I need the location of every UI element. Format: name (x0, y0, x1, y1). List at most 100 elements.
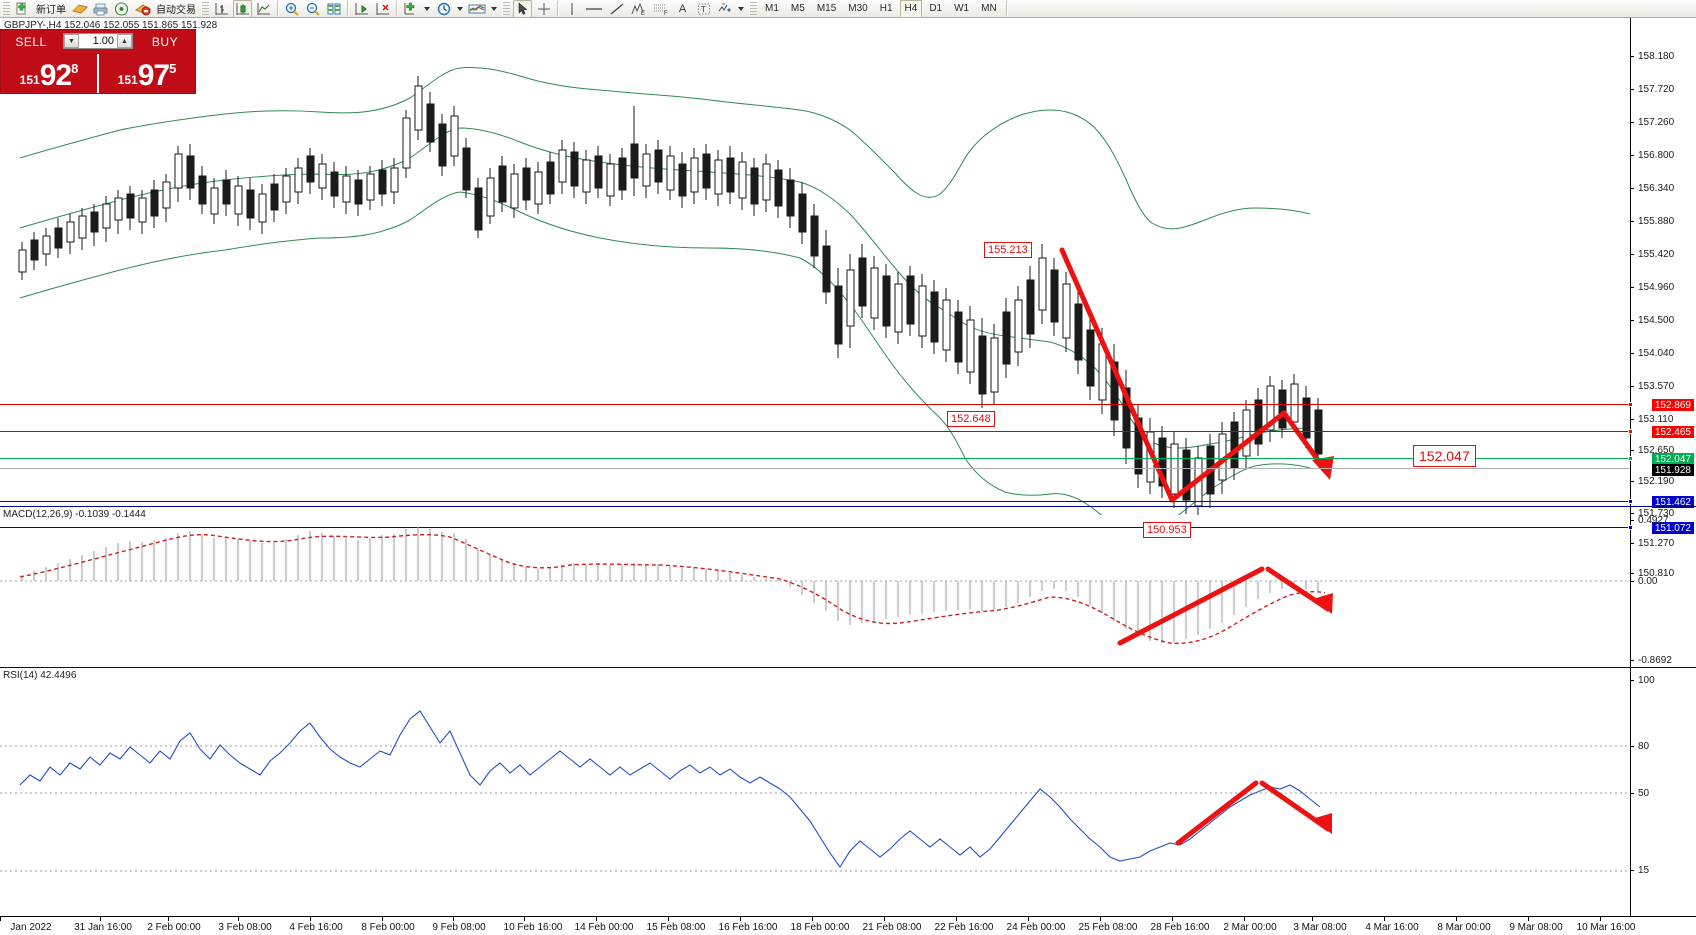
resistance-line-152869 (0, 404, 1630, 405)
timeframe-h4[interactable]: H4 (899, 0, 923, 18)
timeframe-m30[interactable]: M30 (848, 3, 868, 14)
toolbar-separator-2 (347, 1, 348, 16)
price-tick: 153.110 (1630, 414, 1696, 425)
price-marker-151072[interactable]: 151.072 (1651, 522, 1694, 534)
period-icon[interactable] (434, 0, 453, 18)
textlabel-icon[interactable]: T (694, 0, 713, 18)
price-marker-152047[interactable]: 152.047 (1651, 453, 1694, 465)
timeframe-m15[interactable]: M15 (816, 3, 837, 14)
sell-button[interactable]: SELL (15, 35, 47, 49)
price-axis-line (1630, 18, 1631, 917)
sell-price[interactable]: 151 92 8 (1, 54, 97, 93)
autotrade-icon[interactable] (133, 0, 152, 18)
zoom-in-icon[interactable] (282, 0, 301, 18)
svg-text:F: F (664, 11, 668, 16)
time-tick: 3 Mar 08:00 (1293, 922, 1347, 933)
macd-pane[interactable] (0, 511, 1630, 660)
annotation-152047-callout[interactable]: 152.047 (1413, 445, 1476, 467)
hline-icon[interactable] (583, 0, 605, 18)
new-order-label[interactable]: 新订单 (36, 5, 66, 16)
one-click-trading-panel[interactable]: SELL ▼ 1.00 ▲ BUY 151 92 8 151 97 5 (0, 29, 196, 94)
sell-price-big: 92 (39, 59, 72, 92)
buy-price-big: 97 (137, 59, 170, 92)
price-tick: 154.960 (1630, 282, 1696, 293)
template-dropdown-icon[interactable] (491, 6, 497, 11)
buy-price-int: 151 (117, 73, 138, 87)
rsi-pane[interactable] (0, 671, 1630, 916)
price-tick: 156.340 (1630, 183, 1696, 194)
rsi-tick-50: 50 (1630, 788, 1696, 799)
candle-chart-icon[interactable] (233, 0, 252, 18)
price-marker-152869[interactable]: 152.869 (1651, 399, 1694, 411)
timeframe-m1[interactable]: M1 (765, 3, 779, 14)
fibo-icon[interactable]: F (651, 0, 671, 18)
toolbar-grip-4[interactable] (749, 1, 757, 16)
svg-text:T: T (701, 5, 706, 14)
svg-text:E: E (641, 11, 645, 16)
toolbar-grip-2[interactable] (201, 1, 209, 16)
trendline-icon[interactable] (607, 0, 627, 18)
annotation-152648[interactable]: 152.648 (947, 411, 995, 427)
bollinger-upper (19, 67, 1311, 230)
cursor-icon[interactable] (513, 0, 532, 18)
bar-chart-icon[interactable] (212, 0, 231, 18)
indicator-add-icon[interactable] (401, 0, 420, 18)
autotrade-label[interactable]: 自动交易 (156, 5, 196, 16)
toolbar-grip-3[interactable] (502, 1, 510, 16)
price-marker-152465[interactable]: 152.465 (1651, 426, 1694, 438)
price-pane[interactable] (0, 18, 1630, 515)
timeframe-h1[interactable]: H1 (879, 3, 893, 14)
ask-line-152047 (0, 458, 1630, 459)
shift-icon[interactable] (352, 0, 371, 18)
volume-stepper[interactable]: ▼ 1.00 ▲ (63, 33, 133, 49)
timeframe-mn[interactable]: MN (981, 3, 997, 14)
price-tick: 150.810 (1630, 568, 1696, 579)
price-marker-151928[interactable]: 151.928 (1651, 464, 1694, 476)
timeframe-m5[interactable]: M5 (790, 3, 805, 14)
buy-price[interactable]: 151 97 5 (97, 54, 195, 93)
macd-analysis-arrows (1117, 566, 1331, 646)
marker-anchor-152465 (1628, 429, 1633, 434)
elliott-icon[interactable]: E (629, 0, 649, 18)
line-chart-icon[interactable] (254, 0, 273, 18)
new-order-icon[interactable] (13, 0, 32, 18)
rsi-tick-80: 80 (1630, 741, 1696, 752)
price-tick: 151.730 (1630, 508, 1696, 519)
rsi-header: RSI(14) 42.4496 (3, 670, 77, 681)
objects-icon[interactable] (715, 0, 734, 18)
time-axis[interactable]: Jan 2022 31 Jan 16:00 2 Feb 00:00 3 Feb … (0, 916, 1696, 935)
grid-icon[interactable] (324, 0, 343, 18)
objects-dropdown-icon[interactable] (738, 6, 744, 11)
text-icon[interactable]: A (678, 2, 687, 15)
crosshair-icon[interactable] (534, 0, 553, 18)
indicator-dropdown-icon[interactable] (424, 6, 430, 11)
book-icon[interactable] (70, 0, 89, 18)
macd-tick-zero: 0.00 (1630, 576, 1696, 587)
signal-icon[interactable] (112, 0, 131, 18)
template-icon[interactable] (467, 0, 487, 18)
autoscroll-icon[interactable] (373, 0, 392, 18)
price-marker-151462[interactable]: 151.462 (1651, 496, 1694, 508)
price-axis[interactable]: 158.180 157.720 157.260 156.800 156.340 … (1630, 18, 1696, 935)
macd-arrow-head (1313, 593, 1333, 614)
annotation-155213[interactable]: 155.213 (984, 242, 1032, 258)
zoom-out-icon[interactable] (303, 0, 322, 18)
price-tick: 152.650 (1630, 445, 1696, 456)
toolbar-grip[interactable] (2, 1, 10, 16)
volume-increase-icon[interactable]: ▲ (117, 34, 132, 48)
timeframe-d1[interactable]: D1 (929, 3, 943, 14)
symbol-header: GBPJPY-,H4 152.046 152.055 151.865 151.9… (4, 20, 218, 31)
vline-icon[interactable] (562, 0, 581, 18)
marker-anchor-151462 (1628, 499, 1633, 504)
time-tick: 4 Feb 16:00 (289, 922, 343, 933)
print-icon[interactable] (91, 0, 110, 18)
buy-button[interactable]: BUY (151, 35, 179, 49)
timeframe-w1[interactable]: W1 (954, 3, 970, 14)
annotation-150953[interactable]: 150.953 (1143, 522, 1191, 538)
period-dropdown-icon[interactable] (457, 6, 463, 11)
volume-decrease-icon[interactable]: ▼ (64, 34, 79, 48)
macd-tick-bottom: -0.8692 (1630, 655, 1696, 666)
chart-area[interactable]: GBPJPY-,H4 152.046 152.055 151.865 151.9… (0, 18, 1696, 935)
volume-value[interactable]: 1.00 (92, 35, 114, 47)
rsi-tick-15: 15 (1630, 865, 1696, 876)
